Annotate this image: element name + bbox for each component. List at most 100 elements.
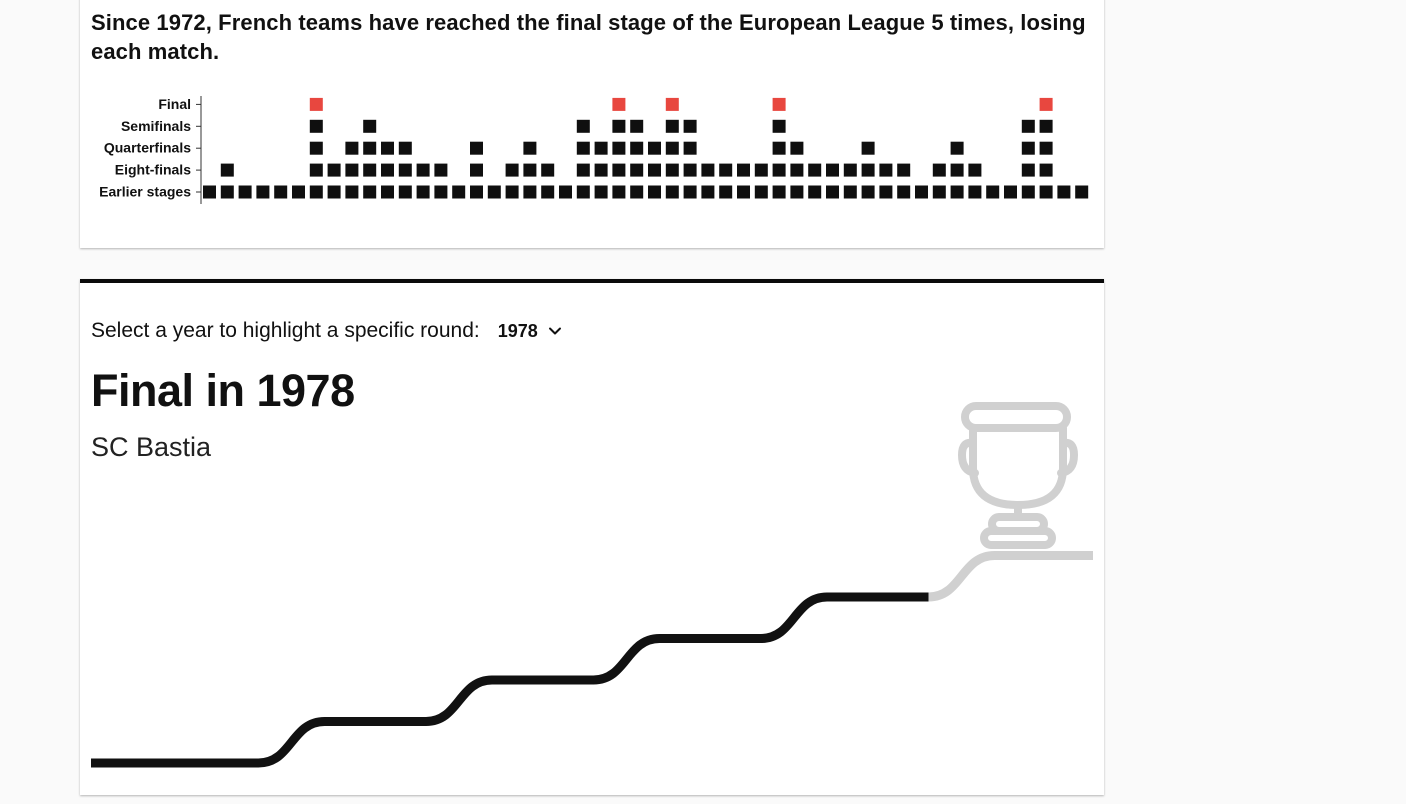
stage-square: [327, 163, 341, 177]
summary-card: Since 1972, French teams have reached th…: [80, 0, 1104, 248]
stage-square: [1039, 163, 1053, 177]
lost-final-square: [1039, 97, 1053, 111]
trophy-handle-right: [1057, 438, 1078, 477]
stage-square: [683, 163, 697, 177]
y-tick-label: Quarterfinals: [104, 140, 191, 156]
year-selector-row: Select a year to highlight a specific ro…: [91, 319, 562, 343]
stage-square: [790, 163, 804, 177]
stage-square: [968, 163, 982, 177]
stage-square: [1075, 185, 1089, 199]
stage-square: [576, 141, 590, 155]
stage-square: [363, 119, 377, 133]
lost-final-square: [665, 97, 679, 111]
round-step: [760, 592, 929, 643]
trophy-cup: [969, 424, 1067, 509]
stage-square: [541, 163, 555, 177]
stage-square: [1021, 163, 1035, 177]
stage-square: [576, 185, 590, 199]
stage-square: [683, 141, 697, 155]
trophy-icon: [958, 402, 1078, 549]
stage-square: [897, 185, 911, 199]
stage-square: [737, 163, 750, 177]
stage-square: [309, 163, 323, 177]
stage-square: [594, 185, 608, 199]
stage-square: [932, 163, 946, 177]
y-tick-label: Semifinals: [121, 118, 191, 134]
stage-square: [950, 141, 964, 155]
stage-square: [790, 185, 804, 199]
round-step: [258, 717, 426, 768]
year-select[interactable]: 1978: [498, 321, 562, 342]
trophy-rim: [961, 402, 1071, 432]
stage-square: [630, 185, 644, 199]
stage-square: [879, 185, 893, 199]
stage-square: [915, 185, 928, 199]
stage-square: [737, 185, 750, 199]
stage-square: [292, 185, 305, 199]
round-step: [425, 675, 594, 726]
stage-square: [772, 185, 786, 199]
stage-square: [772, 163, 786, 177]
stage-square: [363, 185, 377, 199]
stage-square: [612, 163, 626, 177]
stage-square: [416, 163, 430, 177]
stage-square: [398, 185, 412, 199]
stage-square: [826, 163, 839, 177]
stage-square: [220, 185, 234, 199]
stage-square: [772, 141, 786, 155]
lost-final-square: [772, 97, 786, 111]
stage-square: [665, 141, 679, 155]
stage-square: [665, 119, 679, 133]
chevron-down-icon: [548, 327, 561, 335]
stage-square: [434, 163, 448, 177]
stage-square: [612, 141, 626, 155]
stage-square: [612, 119, 626, 133]
stage-square: [594, 163, 608, 177]
round-stairs-graphic: [91, 402, 1093, 768]
stage-square: [576, 119, 590, 133]
stage-square: [843, 163, 857, 177]
stage-square: [452, 185, 466, 199]
stage-square: [665, 163, 679, 177]
stage-square: [309, 119, 323, 133]
stage-square: [1004, 185, 1017, 199]
stage-square: [861, 163, 875, 177]
stage-square: [541, 185, 555, 199]
round-title: Final in 1978: [91, 365, 355, 416]
stage-square: [950, 185, 964, 199]
stage-square: [986, 185, 1000, 199]
stage-square: [1021, 141, 1035, 155]
stage-square: [808, 185, 822, 199]
round-step: [593, 634, 761, 685]
stage-square: [826, 185, 839, 199]
stage-grid-chart: Earlier stages Eight-finals Quarterfinals S…: [99, 96, 1089, 204]
stage-square: [683, 119, 697, 133]
stage-square: [398, 163, 412, 177]
stage-square: [274, 185, 288, 199]
stage-square: [1039, 119, 1053, 133]
stage-square: [416, 185, 430, 199]
stage-square: [701, 185, 715, 199]
stage-square: [523, 163, 537, 177]
stage-square: [790, 141, 804, 155]
stage-square: [345, 185, 359, 199]
round-explorer-card: Select a year to highlight a specific ro…: [80, 279, 1104, 795]
stage-square: [523, 141, 537, 155]
stage-square: [808, 163, 822, 177]
stage-square: [648, 141, 661, 155]
stage-square: [381, 185, 394, 199]
stage-square: [843, 185, 857, 199]
stage-square: [879, 163, 893, 177]
stage-square: [612, 185, 626, 199]
lost-final-square: [309, 97, 323, 111]
stage-square: [772, 119, 786, 133]
stage-square: [309, 141, 323, 155]
lost-final-square: [612, 97, 626, 111]
year-select-value: 1978: [497, 320, 538, 341]
stage-square: [648, 185, 661, 199]
stage-square: [665, 185, 679, 199]
trophy-handle-left: [958, 438, 979, 477]
team-name: SC Bastia: [91, 432, 212, 462]
trophy-base-lower: [980, 527, 1056, 549]
stage-square: [701, 163, 715, 177]
